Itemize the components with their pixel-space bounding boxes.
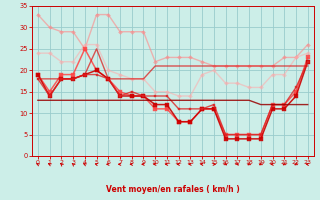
X-axis label: Vent moyen/en rafales ( km/h ): Vent moyen/en rafales ( km/h )	[106, 185, 240, 194]
